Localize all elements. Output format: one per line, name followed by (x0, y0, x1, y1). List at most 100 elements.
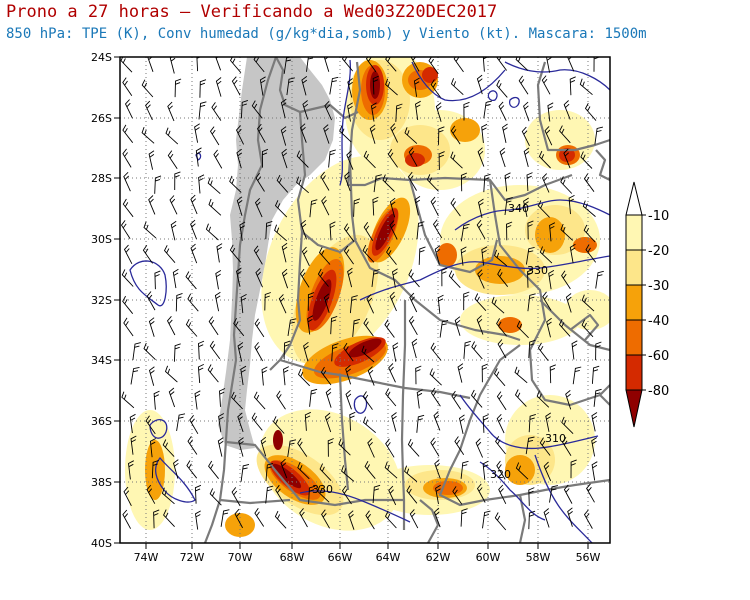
wind-barb (208, 316, 219, 336)
wind-barb (186, 460, 198, 479)
wind-barb (149, 438, 157, 458)
legend-label: -80 (648, 384, 669, 399)
wind-barb (389, 291, 397, 312)
wind-barb (584, 102, 597, 121)
wind-barb (362, 244, 375, 263)
political-borders (203, 57, 610, 543)
wind-barb (169, 195, 178, 215)
wind-barb (571, 340, 578, 360)
wind-barb (306, 57, 314, 72)
wind-barb (407, 171, 417, 191)
wind-barb (299, 508, 308, 528)
wind-barb (341, 485, 352, 505)
wind-barb (276, 174, 289, 193)
wind-barb (537, 200, 550, 218)
wind-barb (543, 508, 550, 528)
wind-barb (174, 78, 182, 98)
legend-bottom-arrow (625, 389, 643, 428)
contour-label: 330 (527, 264, 548, 277)
wind-barb (516, 320, 529, 339)
wind-barb (163, 509, 175, 528)
wind-barb (253, 57, 265, 73)
wind-barb (388, 363, 396, 383)
wind-barb (344, 171, 351, 192)
wind-barb (496, 413, 505, 434)
lat-label: 34S (91, 354, 112, 367)
wind-barb (229, 175, 242, 193)
wind-barb (502, 123, 508, 143)
wind-barb (302, 100, 309, 120)
wind-barb (164, 365, 178, 383)
wind-barb (543, 461, 552, 482)
wind-barb (430, 196, 439, 217)
wind-barb (481, 363, 488, 383)
wind-barb (523, 197, 529, 217)
wind-barb (541, 75, 551, 95)
wind-barb (364, 460, 376, 479)
wind-barb (441, 267, 448, 287)
wind-barb (347, 102, 353, 122)
wind-barb (452, 486, 463, 505)
lon-label: 62W (426, 551, 451, 564)
wind-barb (582, 200, 596, 217)
wind-barb (523, 147, 530, 168)
wind-barb (406, 485, 418, 504)
wind-barb (416, 389, 423, 409)
wind-barb (297, 438, 308, 457)
wind-barb (460, 223, 470, 242)
wind-barb (209, 126, 220, 146)
wind-barb (591, 437, 598, 457)
wind-barb (496, 391, 507, 411)
wind-barb (457, 363, 464, 383)
wind-barb (430, 342, 442, 361)
wind-barb (385, 78, 398, 96)
wind-barb (433, 507, 441, 528)
wind-barb (563, 484, 573, 504)
lon-label: 66W (328, 551, 353, 564)
wind-barb (240, 294, 247, 314)
wind-barb (256, 123, 266, 143)
lat-label: 24S (91, 51, 112, 64)
lon-label: 56W (576, 551, 601, 564)
wind-barb (122, 148, 132, 168)
wind-barb (265, 462, 274, 482)
wind-barb (493, 368, 506, 387)
wind-barb (121, 391, 135, 409)
legend-label: -40 (648, 314, 669, 329)
wind-barb (234, 508, 243, 529)
wind-barb (407, 438, 420, 457)
legend-swatch (625, 319, 643, 356)
wind-barb (477, 147, 485, 167)
tpe-contour-labels: 340 330 310 320 330 (312, 202, 566, 496)
wind-barb (392, 268, 398, 288)
wind-barb (229, 57, 242, 73)
axis-ticks (114, 56, 589, 549)
wind-barb (583, 173, 595, 192)
wind-barb (190, 194, 198, 215)
wind-barb (482, 414, 489, 433)
wind-barb (385, 388, 397, 407)
wind-barb (463, 340, 471, 359)
wind-barb (515, 57, 529, 71)
wind-barb (477, 198, 484, 218)
wind-barb (544, 126, 553, 146)
wind-barb (460, 246, 467, 266)
wind-barb (259, 76, 266, 96)
wind-barb (280, 126, 287, 146)
wind-barb (220, 509, 230, 527)
wind-barb (434, 459, 441, 479)
wind-barb (240, 99, 249, 119)
wind-barb (494, 249, 508, 267)
wind-barb (430, 79, 441, 98)
color-legend: -10 -20 -30 -40 -60 -80 (625, 181, 669, 428)
wind-barb (123, 317, 134, 337)
wind-barb (549, 222, 556, 242)
wind-barb (382, 174, 395, 192)
wind-barb (477, 269, 485, 289)
wind-barb (319, 463, 332, 482)
wind-barb (408, 316, 418, 336)
wind-barb (365, 510, 375, 530)
legend-swatch (625, 284, 643, 321)
wind-barb (194, 390, 201, 410)
wind-barb (229, 244, 242, 263)
